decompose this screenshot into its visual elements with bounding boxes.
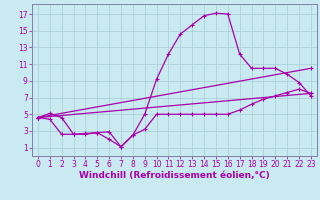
X-axis label: Windchill (Refroidissement éolien,°C): Windchill (Refroidissement éolien,°C) — [79, 171, 270, 180]
